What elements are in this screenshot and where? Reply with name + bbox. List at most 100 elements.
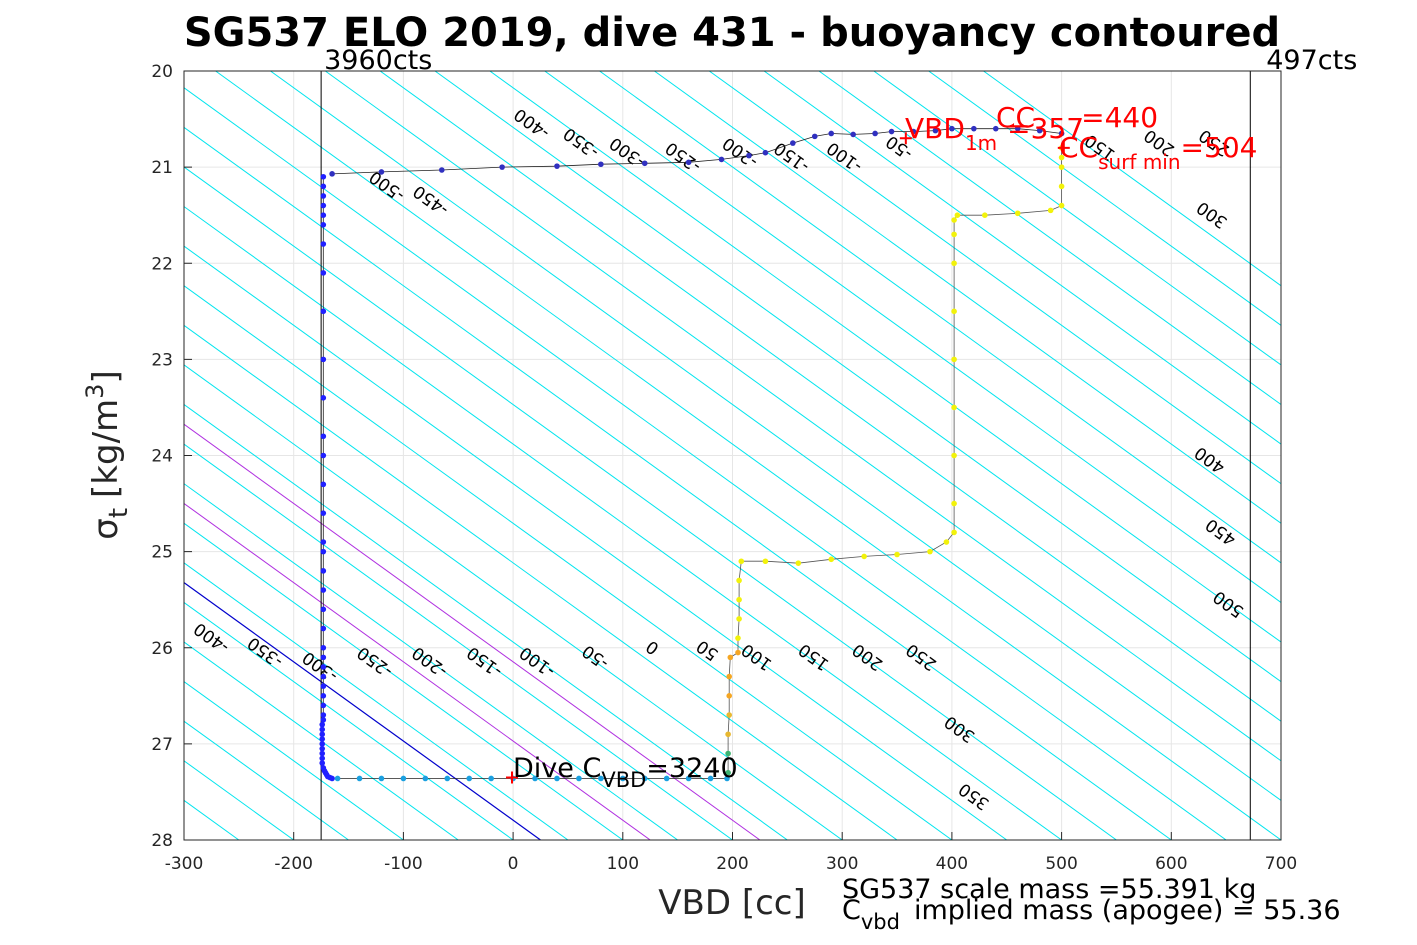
data-point-surface <box>554 163 560 169</box>
contour-line <box>654 71 1281 524</box>
x-tick-label: 0 <box>508 854 519 874</box>
y-ticks: 20 21 22 23 24 25 26 27 28 <box>151 62 192 851</box>
data-point-surface <box>1058 130 1065 137</box>
data-point-climb <box>951 356 957 363</box>
data-point-surface <box>932 127 939 134</box>
x-tick-label: 700 <box>1265 854 1297 874</box>
buoyancy-contours <box>184 71 1281 840</box>
data-point-dive <box>329 775 335 782</box>
x-tick-label: -300 <box>165 854 204 874</box>
data-point-dive <box>320 433 327 440</box>
data-point-surface <box>992 125 999 132</box>
dive-cvbd-main: Dive C <box>513 753 601 784</box>
data-point-bottom <box>400 775 407 782</box>
data-point-surface <box>718 156 725 163</box>
data-point-climb <box>725 731 731 738</box>
data-point-dive <box>320 510 327 516</box>
data-point-climb <box>726 673 733 680</box>
data-point-dive <box>320 568 327 574</box>
data-point-climb <box>735 649 741 656</box>
data-point-dive <box>320 481 327 488</box>
dive-cvbd-annotation: Dive CVBD=3240 <box>513 753 738 792</box>
data-point-climb <box>951 217 957 223</box>
dive-cvbd-sub: VBD <box>601 768 646 792</box>
data-point-surface <box>790 140 796 146</box>
plus-marker <box>1057 141 1070 154</box>
y-label-units: [kg/m <box>86 399 126 498</box>
cc-annotation: CC =440 <box>996 101 1158 134</box>
data-point-dive <box>319 745 326 752</box>
contour-line <box>708 71 1281 485</box>
data-point-climb <box>951 404 957 411</box>
data-point-surface <box>1014 125 1021 132</box>
data-point-dive <box>319 721 326 728</box>
data-point-climb <box>951 308 957 315</box>
data-point-surface <box>499 164 505 170</box>
contour-line <box>489 71 1281 643</box>
contour-line <box>184 166 1117 840</box>
cc-surf-sub: surf min <box>1098 150 1180 174</box>
x-tick-label: 400 <box>936 854 968 874</box>
contour-line <box>184 601 514 840</box>
data-point-dive <box>320 308 327 315</box>
data-point-bottom <box>663 775 670 782</box>
implied-mass-main: C <box>842 895 861 926</box>
data-point-surface <box>888 128 895 135</box>
data-point-bottom <box>488 775 494 782</box>
data-point-bottom <box>641 775 648 782</box>
data-point-surface <box>850 131 856 138</box>
data-point-bottom <box>378 775 385 782</box>
data-point-surface <box>971 125 977 132</box>
data-point-dive <box>320 222 327 228</box>
contour-line <box>763 71 1281 445</box>
contour-line <box>434 71 1281 683</box>
contour-line <box>184 205 1062 840</box>
data-point-dive <box>320 654 327 661</box>
cc-surf-main: CC <box>1059 131 1098 164</box>
contour-line <box>544 71 1281 604</box>
contour-line <box>270 71 1281 802</box>
data-point-surface <box>872 130 878 137</box>
cc-value: =440 <box>1081 101 1158 134</box>
dive-cvbd-value: =3240 <box>646 753 737 784</box>
contour-line <box>928 71 1281 326</box>
y-tick-label: 24 <box>151 447 173 467</box>
contour-line <box>184 324 898 840</box>
data-point-bottom <box>466 775 473 782</box>
contour-line-magenta <box>184 423 761 840</box>
contour-line <box>184 245 1008 840</box>
contour-line <box>215 71 1281 840</box>
data-point-dive <box>320 587 327 593</box>
cc-surf-value: =504 <box>1181 131 1258 164</box>
data-point-climb <box>736 596 742 603</box>
contour-line <box>184 285 953 840</box>
implied-mass-sub: vbd <box>861 910 900 934</box>
data-point-climb <box>927 548 933 555</box>
data-point-dive <box>320 625 327 632</box>
contour-line <box>184 522 624 840</box>
contour-line <box>325 71 1281 762</box>
contour-line <box>873 71 1281 366</box>
x-tick-label: 200 <box>716 854 748 874</box>
data-point-climb <box>725 769 731 776</box>
y-tick-label: 21 <box>151 158 173 178</box>
data-point-climb <box>1058 154 1065 161</box>
data-point-dive <box>320 673 327 680</box>
cc-surf-min-annotation: CCsurf min=504 <box>1059 131 1257 174</box>
data-point-dive <box>320 356 327 363</box>
contour-line <box>983 71 1281 287</box>
vbd-1m-main: VBD <box>905 112 965 145</box>
data-point-climb <box>726 693 733 699</box>
data-point-bottom <box>707 775 714 782</box>
contour-line <box>184 562 569 840</box>
x-ticks: -300 -200 -100 0 100 200 300 400 500 600 700 <box>165 832 1297 874</box>
data-point-dive <box>319 760 326 766</box>
contour-line <box>184 87 1227 840</box>
data-point-surface <box>378 169 385 175</box>
x-tick-label: -100 <box>384 854 423 874</box>
data-point-dive <box>320 693 327 699</box>
contour-line <box>184 681 404 840</box>
data-point-bottom <box>356 775 363 782</box>
vbd-1m-annotation: VBD1m =357 <box>905 112 1084 155</box>
